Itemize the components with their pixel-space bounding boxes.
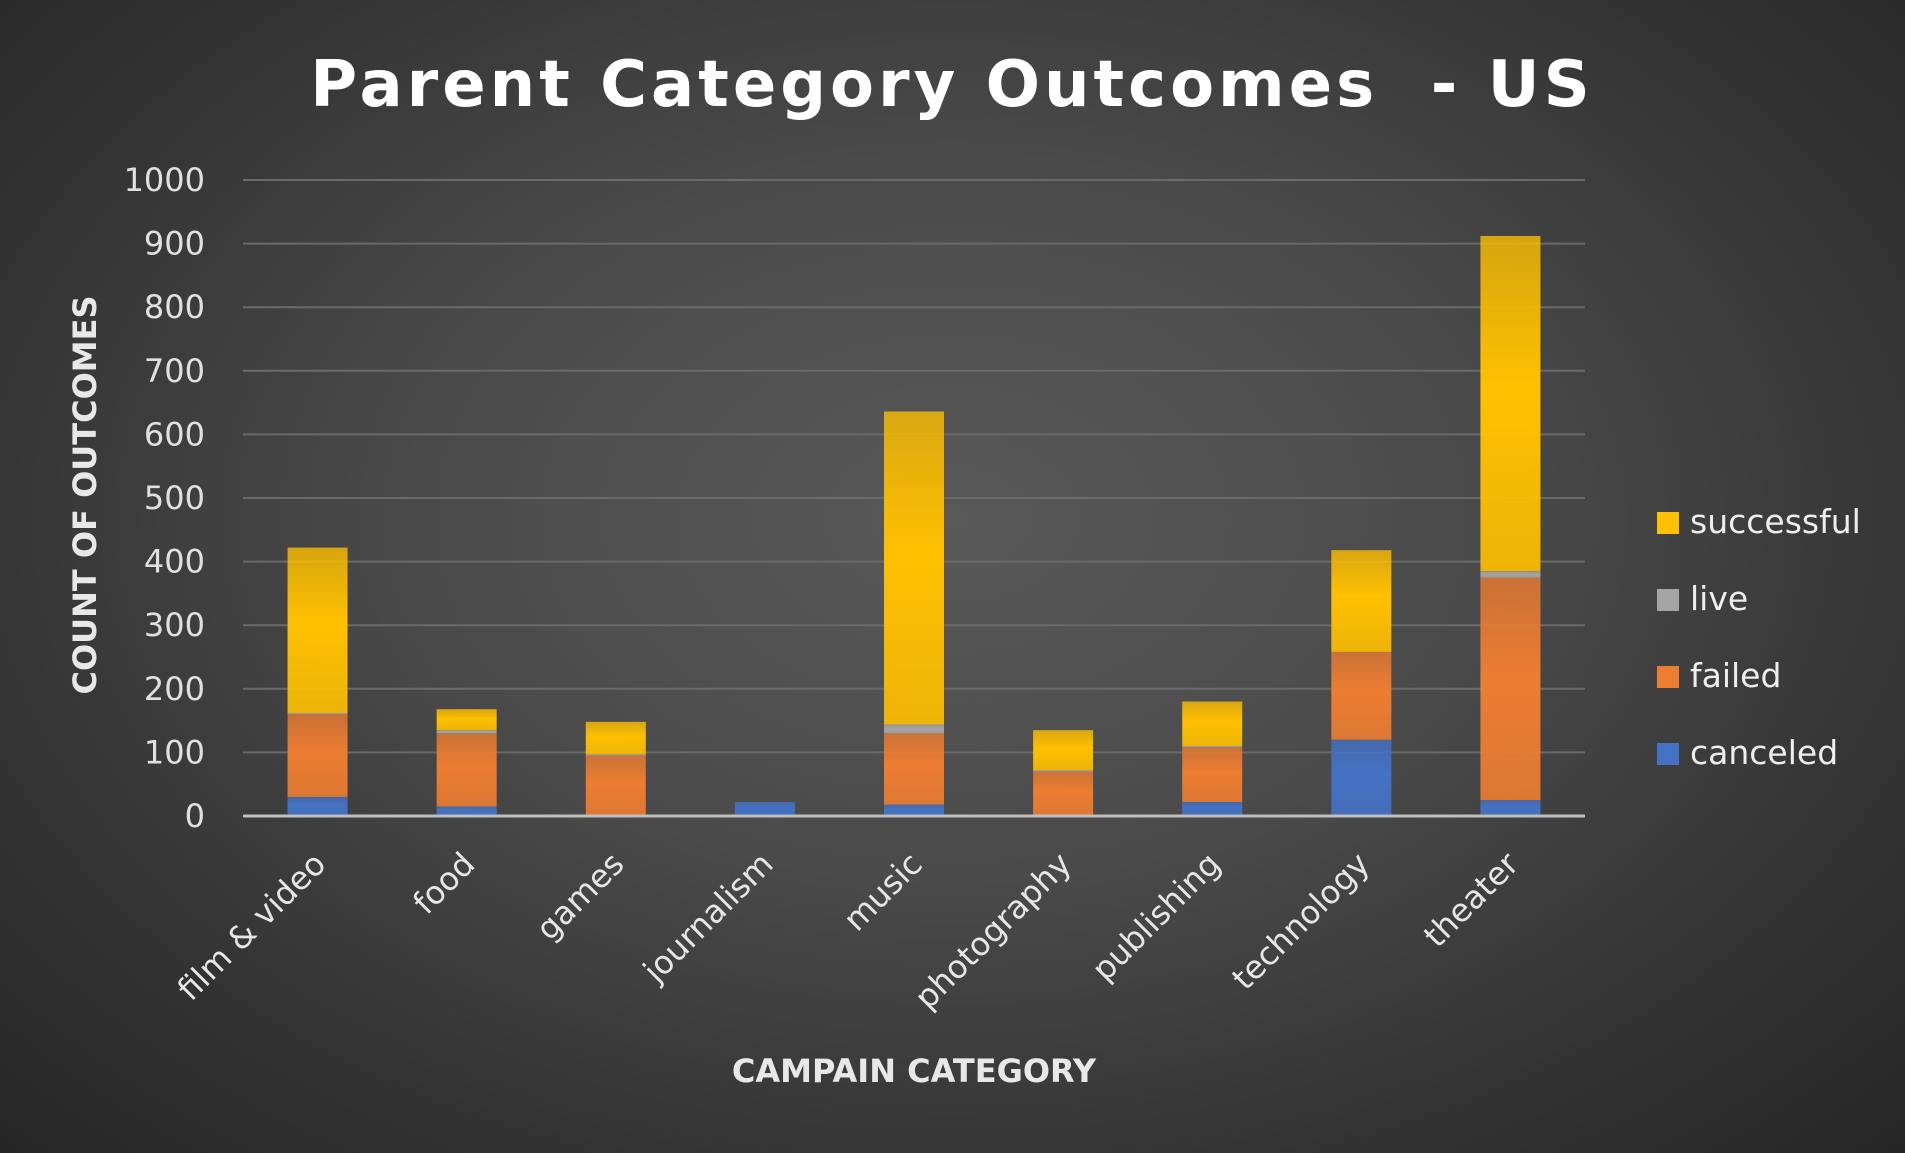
bar-theater-canceled — [1480, 800, 1541, 816]
y-tick-label: 200 — [144, 670, 205, 708]
legend: successful live failed canceled — [1657, 502, 1861, 772]
legend-label-failed: failed — [1690, 656, 1781, 695]
y-tick-label: 1000 — [124, 161, 205, 199]
x-tick-label-film-video: film & video — [170, 845, 333, 1008]
legend-label-successful: successful — [1690, 502, 1861, 541]
y-tick-label: 500 — [144, 479, 205, 517]
y-tick-label: 600 — [144, 415, 205, 453]
x-tick-label-music: music — [836, 845, 930, 939]
bar-publishing-successful — [1182, 701, 1243, 747]
bar-publishing-failed — [1182, 747, 1243, 803]
x-tick-label-food: food — [405, 845, 482, 922]
bar-film-video-successful — [287, 547, 348, 713]
y-tick-label: 100 — [144, 733, 205, 771]
bar-music-failed — [884, 733, 944, 805]
y-tick-label: 900 — [144, 225, 205, 263]
x-tick-label-journalism: journalism — [635, 845, 781, 991]
bar-photography-successful — [1033, 730, 1094, 771]
bar-technology-canceled — [1331, 739, 1392, 816]
legend-swatch-successful — [1657, 512, 1679, 534]
legend-swatch-failed — [1657, 666, 1679, 688]
bar-journalism-canceled — [734, 802, 795, 816]
bar-games-live — [585, 754, 646, 756]
bar-food-failed — [436, 733, 497, 807]
x-axis-title: CAMPAIN CATEGORY — [732, 1052, 1097, 1090]
bars — [287, 235, 1541, 816]
x-tick-label-publishing: publishing — [1084, 845, 1228, 989]
x-axis-category-labels: film & video food games journalism musicphot… — [170, 844, 1527, 1016]
x-tick-label-theater: theater — [1416, 844, 1527, 955]
bar-theater-live — [1480, 571, 1541, 578]
y-tick-label: 800 — [144, 288, 205, 326]
bar-publishing-live — [1182, 746, 1243, 748]
bar-film-video-failed — [287, 714, 348, 797]
x-tick-label-games: games — [529, 845, 632, 948]
x-tick-label-photography: photography — [907, 845, 1079, 1017]
bar-technology-failed — [1331, 651, 1392, 740]
legend-label-canceled: canceled — [1690, 733, 1838, 772]
bar-music-live — [884, 724, 944, 734]
bar-technology-successful — [1331, 550, 1392, 652]
y-tick-label: 400 — [144, 543, 205, 581]
bar-film-video-live — [287, 712, 348, 715]
legend-label-live: live — [1690, 579, 1748, 618]
bar-music-successful — [884, 411, 944, 725]
y-axis-title: COUNT OF OUTCOMES — [66, 295, 104, 694]
bar-theater-successful — [1480, 235, 1541, 572]
bar-photography-live — [1033, 770, 1094, 772]
chart-title: Parent Category Outcomes - US — [310, 48, 1593, 122]
bar-publishing-canceled — [1182, 802, 1243, 816]
y-tick-label: 300 — [144, 606, 205, 644]
x-tick-label-technology: technology — [1224, 845, 1377, 998]
bar-music-canceled — [884, 804, 944, 816]
bar-games-successful — [585, 721, 646, 755]
bar-games-failed — [585, 755, 646, 816]
bar-photography-failed — [1033, 771, 1094, 816]
y-axis-ticks: 0 100 200 300 400 500 600 700 800 900 1000 — [124, 161, 205, 835]
legend-swatch-canceled — [1657, 743, 1679, 765]
bar-food-successful — [436, 709, 497, 731]
bar-food-live — [436, 730, 497, 734]
y-tick-label: 700 — [144, 352, 205, 390]
bar-film-video-canceled — [287, 796, 348, 816]
bar-theater-failed — [1480, 577, 1541, 801]
legend-swatch-live — [1657, 589, 1679, 611]
y-tick-label: 0 — [185, 797, 205, 835]
bar-food-canceled — [436, 806, 497, 816]
